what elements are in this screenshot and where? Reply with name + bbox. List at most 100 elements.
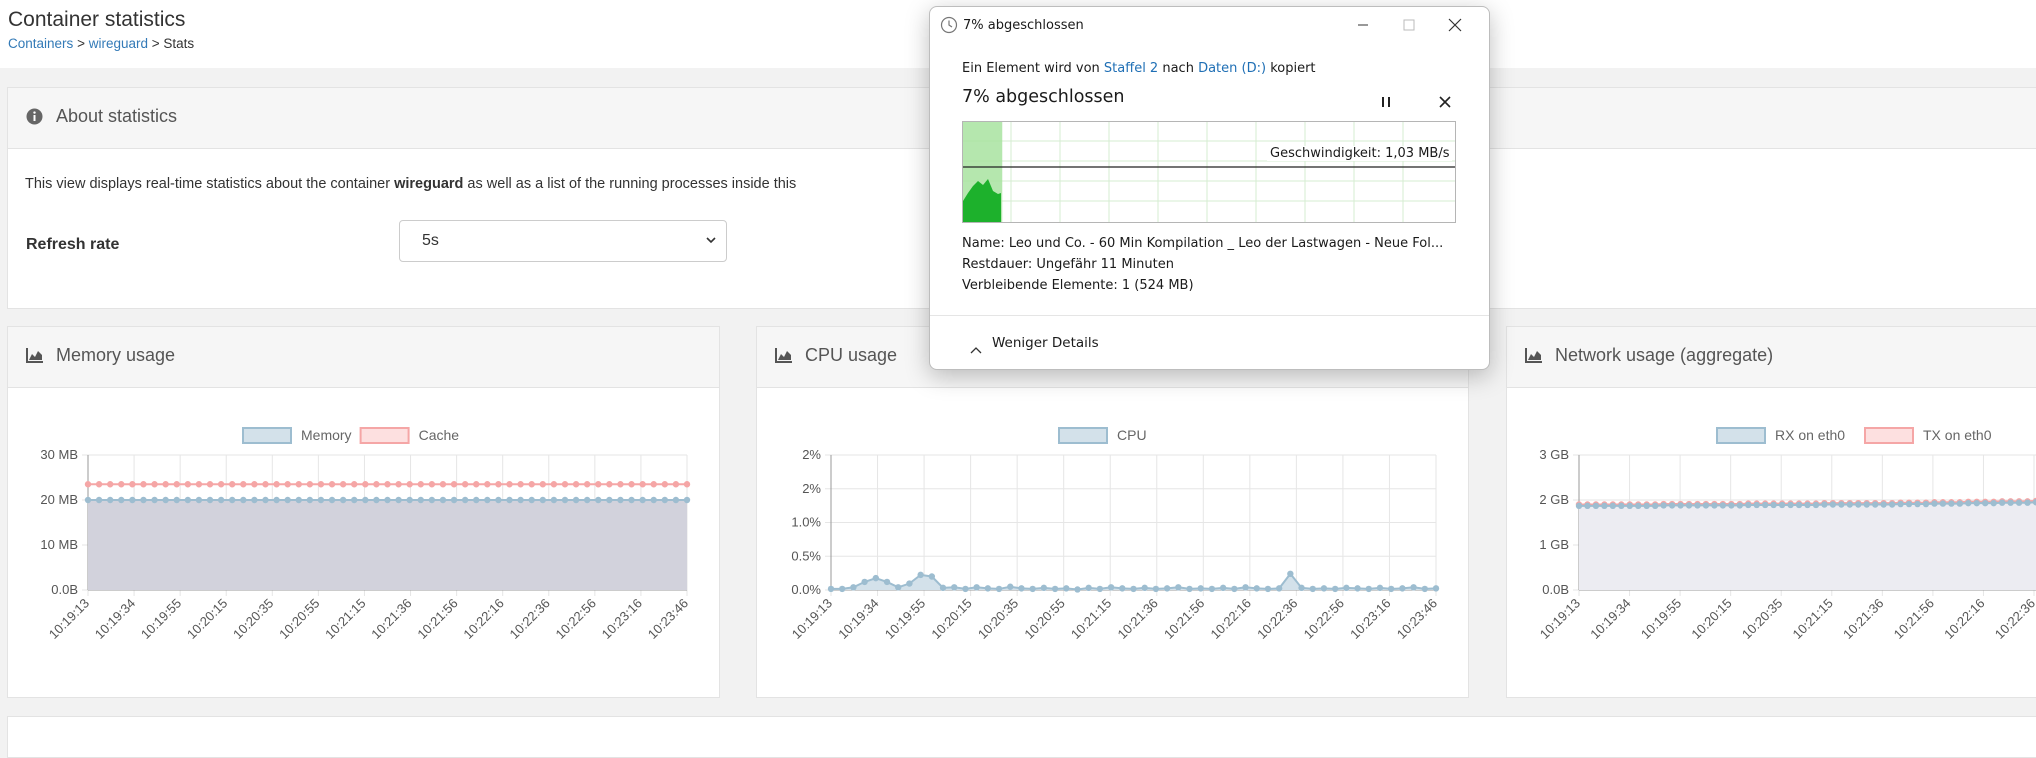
series-area (831, 573, 1436, 590)
data-point (683, 481, 691, 488)
data-point (1175, 584, 1182, 591)
data-point (2015, 499, 2023, 506)
data-point (162, 481, 169, 488)
data-point (284, 481, 291, 488)
data-point (1387, 585, 1395, 593)
breadcrumb-containers-link[interactable]: Containers (8, 36, 74, 51)
data-point (339, 496, 347, 504)
x-tick-label: 10:19:55 (882, 596, 928, 642)
info-icon (26, 108, 43, 130)
data-point (1939, 500, 1947, 507)
data-point (251, 481, 258, 488)
y-tick-label: 1.0% (791, 515, 821, 530)
data-point (1626, 502, 1633, 510)
data-point (1219, 584, 1227, 592)
data-point (1242, 584, 1249, 591)
source-folder-link[interactable]: Staffel 2 (1103, 61, 1159, 76)
data-point (1152, 585, 1160, 593)
x-tick-label: 10:20:35 (975, 596, 1021, 642)
x-tick-label: 10:23:16 (599, 596, 645, 642)
data-point (1685, 502, 1693, 509)
data-point (1029, 585, 1036, 593)
data-point (1956, 500, 1964, 507)
y-tick-label: 0.5% (791, 548, 821, 563)
data-point (317, 496, 325, 504)
data-point (1186, 585, 1193, 593)
data-point (295, 481, 302, 488)
y-tick-label: 20 MB (40, 492, 78, 507)
destination-drive-link[interactable]: Daten (D:) (1198, 61, 1267, 76)
data-point (628, 496, 635, 504)
close-button[interactable] (1432, 7, 1478, 43)
data-point (373, 496, 380, 504)
data-point (595, 496, 602, 504)
data-point (1376, 584, 1384, 592)
data-point (328, 481, 336, 488)
data-point (2032, 499, 2036, 506)
data-point (284, 496, 291, 504)
data-point (428, 496, 436, 504)
data-point (1990, 499, 1997, 507)
data-point (539, 481, 546, 488)
cpu-usage-panel: CPU usage (756, 326, 1469, 698)
refresh-rate-label: Refresh rate (26, 236, 120, 253)
speed-graph (962, 121, 1456, 223)
y-tick-label: 2% (802, 481, 821, 496)
data-point (561, 481, 569, 488)
panel-title: Memory usage (56, 345, 176, 365)
x-tick-label: 10:21:56 (1161, 596, 1207, 642)
data-point (1651, 502, 1659, 510)
y-tick-label: 1 GB (1539, 537, 1569, 552)
data-point (417, 481, 424, 488)
cancel-copy-button[interactable] (1438, 94, 1452, 113)
data-point (539, 496, 546, 504)
x-tick-label: 10:20:35 (230, 596, 276, 642)
data-point (595, 481, 602, 488)
dialog-title: 7% abgeschlossen (963, 18, 1084, 33)
divider (930, 315, 1489, 316)
data-point (95, 496, 103, 504)
x-tick-label: 10:20:15 (1688, 596, 1734, 642)
data-point (217, 496, 225, 504)
data-point (850, 584, 857, 591)
data-point (362, 481, 369, 488)
data-point (484, 481, 491, 488)
data-point (639, 481, 646, 488)
data-point (1804, 501, 1811, 509)
data-point (1931, 500, 1938, 507)
data-point (106, 481, 114, 488)
data-point (1660, 502, 1667, 509)
y-tick-label: 10 MB (40, 537, 78, 552)
data-point (450, 496, 458, 504)
breadcrumb-container-link[interactable]: wireguard (88, 36, 148, 51)
data-point (362, 496, 369, 504)
data-point (628, 481, 635, 488)
data-point (872, 574, 880, 582)
data-point (439, 496, 447, 504)
legend-swatch (1058, 427, 1108, 444)
x-tick-label: 10:22:56 (553, 596, 599, 642)
data-point (951, 584, 958, 591)
maximize-button[interactable] (1386, 7, 1432, 43)
data-point (317, 481, 325, 488)
less-details-button[interactable]: Weniger Details (992, 335, 1099, 351)
data-point (906, 580, 913, 587)
x-tick-label: 10:21:15 (322, 596, 368, 642)
data-point (1365, 585, 1372, 593)
pause-button[interactable] (1379, 93, 1393, 112)
data-point (606, 481, 613, 488)
data-point (939, 584, 947, 592)
data-point (84, 481, 92, 488)
data-point (973, 584, 980, 591)
data-point (1736, 502, 1743, 509)
data-point (1745, 501, 1752, 509)
data-point (2007, 499, 2014, 506)
refresh-rate-select[interactable]: 5s (399, 220, 727, 262)
memory-chart: 0.0B 10 MB 20 MB 30 MB 10:19:13 10:19:34 10:19… (40, 427, 691, 642)
data-point (328, 496, 336, 504)
minimize-button[interactable] (1340, 7, 1386, 43)
data-point (140, 481, 147, 488)
data-point (295, 496, 302, 504)
data-point (672, 496, 680, 504)
cpu-chart: 0.0% 0.5% 1.0% 2% 2% 10:19:13 10:19:34 10:19:55… (789, 427, 1440, 642)
